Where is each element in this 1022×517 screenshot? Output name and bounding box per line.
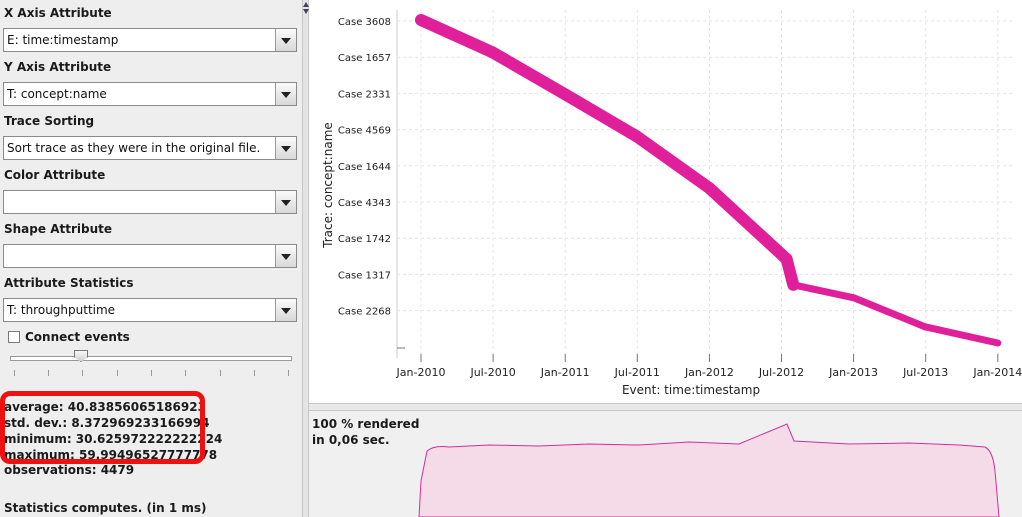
series-segment: [415, 14, 499, 59]
x-tick-label: Jul-2010: [469, 366, 515, 379]
data-point: [783, 256, 790, 263]
data-point: [489, 49, 496, 56]
density-area: [418, 423, 1000, 517]
settings-panel: X Axis Attribute E: time:timestamp Y Axi…: [0, 0, 302, 517]
x-tick-label: Jan-2011: [540, 366, 590, 379]
data-point: [850, 294, 857, 301]
stat-computes: Statistics computes. (in 1 ms): [4, 501, 207, 515]
data-point: [418, 17, 424, 23]
trace-sorting-value: Sort trace as they were in the original …: [7, 141, 261, 155]
x-axis-select[interactable]: E: time:timestamp: [3, 28, 297, 52]
data-series: [415, 14, 1002, 347]
slider-tick: [185, 370, 186, 376]
render-percent: 100 % rendered: [312, 417, 420, 431]
stat-std-dev: std. dev.: 8.372969233166994: [4, 416, 210, 430]
x-axis-title: Event: time:timestamp: [622, 383, 760, 397]
density-panel: 100 % rendered in 0,06 sec.: [309, 411, 1022, 517]
series-segment: [486, 46, 572, 101]
x-tick-label: Jan-2013: [828, 366, 878, 379]
y-axis-select[interactable]: T: concept:name: [3, 82, 297, 106]
y-axis-value: T: concept:name: [7, 87, 107, 101]
render-status: 100 % rendered in 0,06 sec.: [312, 416, 419, 448]
attribute-statistics-value: T: throughputtime: [7, 303, 116, 317]
data-point: [706, 184, 713, 191]
data-point: [994, 340, 1001, 346]
slider-tick: [288, 370, 289, 376]
collapse-up-icon[interactable]: [303, 2, 309, 7]
y-tick-labels: Case 3608 Case 1657 Case 2331 Case 4569 Case…: [338, 17, 391, 318]
slider-tick: [82, 370, 83, 376]
trace-sorting-select[interactable]: Sort trace as they were in the original …: [3, 136, 297, 160]
x-tick-label: Jul-2013: [902, 366, 948, 379]
slider-tick: [117, 370, 118, 376]
trace-sorting-label: Trace Sorting: [4, 114, 95, 128]
connect-events-checkbox[interactable]: [8, 331, 20, 343]
y-tick-label: Case 1657: [338, 53, 391, 64]
series-segment: [630, 130, 716, 194]
stat-average: average: 40.83856065186923: [4, 400, 206, 414]
chevron-down-icon[interactable]: [275, 245, 296, 267]
shape-attribute-label: Shape Attribute: [4, 222, 112, 236]
slider-tick: [220, 370, 221, 376]
y-axis-label: Y Axis Attribute: [4, 60, 112, 74]
chevron-down-icon[interactable]: [275, 299, 296, 321]
slider-tick: [254, 370, 255, 376]
series-segment: [921, 323, 1002, 347]
chevron-down-icon[interactable]: [275, 83, 296, 105]
x-tick-label: Jan-2012: [684, 366, 734, 379]
y-tick-label: Case 1644: [338, 162, 391, 173]
y-tick-label: Case 4343: [338, 198, 391, 209]
series-segment: [703, 181, 793, 266]
y-axis-title: Trace: concept:name: [321, 122, 335, 249]
y-tick-label: Case 4569: [338, 126, 391, 137]
y-tick-label: Case 2268: [338, 307, 391, 318]
chevron-down-icon[interactable]: [275, 29, 296, 51]
highlight-box: [0, 391, 205, 464]
slider-tick: [14, 370, 15, 376]
series-segment: [789, 281, 858, 302]
render-time: in 0,06 sec.: [312, 433, 390, 447]
slider-tick: [48, 370, 49, 376]
series-segment: [559, 88, 643, 143]
x-tick-label: Jul-2011: [614, 366, 660, 379]
series-segment: [780, 253, 800, 291]
x-tick-label: Jan-2014: [972, 366, 1022, 379]
data-point: [633, 133, 640, 140]
attribute-statistics-label: Attribute Statistics: [4, 276, 134, 290]
slider-track[interactable]: [10, 356, 292, 361]
dotted-chart: Case 3608 Case 1657 Case 2331 Case 4569 Case…: [309, 0, 1022, 403]
stat-maximum: maximum: 59.99496527777778: [4, 448, 218, 462]
color-attribute-label: Color Attribute: [4, 168, 106, 182]
x-tick-label: Jul-2012: [758, 366, 804, 379]
stat-minimum: minimum: 30.625972222222224: [4, 432, 223, 446]
data-point: [790, 281, 797, 288]
data-point: [922, 323, 929, 330]
x-axis-value: E: time:timestamp: [7, 33, 119, 47]
slider-tick: [151, 370, 152, 376]
attribute-statistics-select[interactable]: T: throughputtime: [3, 298, 297, 322]
y-tick-label: Case 2331: [338, 89, 391, 100]
y-tick-label: Case 1317: [338, 270, 391, 281]
x-axis-label: X Axis Attribute: [4, 6, 112, 20]
slider-thumb[interactable]: [74, 350, 88, 362]
y-tick-label: Case 1742: [338, 234, 391, 245]
vertical-splitter[interactable]: [302, 0, 309, 517]
shape-attribute-select[interactable]: [3, 244, 297, 268]
data-point: [562, 91, 569, 98]
chart-svg: Case 3608 Case 1657 Case 2331 Case 4569 Case…: [321, 10, 1022, 397]
x-tick-label: Jan-2010: [396, 366, 446, 379]
chevron-down-icon[interactable]: [275, 137, 296, 159]
y-tick-label: Case 3608: [338, 17, 391, 28]
x-tick-labels: Jan-2010 Jul-2010 Jan-2011 Jul-2011 Jan-2012…: [396, 366, 1022, 379]
collapse-down-icon[interactable]: [303, 9, 309, 14]
series-segment: [850, 294, 929, 331]
connect-events-label[interactable]: Connect events: [25, 330, 130, 344]
chevron-down-icon[interactable]: [275, 191, 296, 213]
stat-observations: observations: 4479: [4, 463, 135, 477]
color-attribute-select[interactable]: [3, 190, 297, 214]
density-svg: [418, 423, 1000, 517]
horizontal-splitter[interactable]: [309, 403, 1022, 411]
